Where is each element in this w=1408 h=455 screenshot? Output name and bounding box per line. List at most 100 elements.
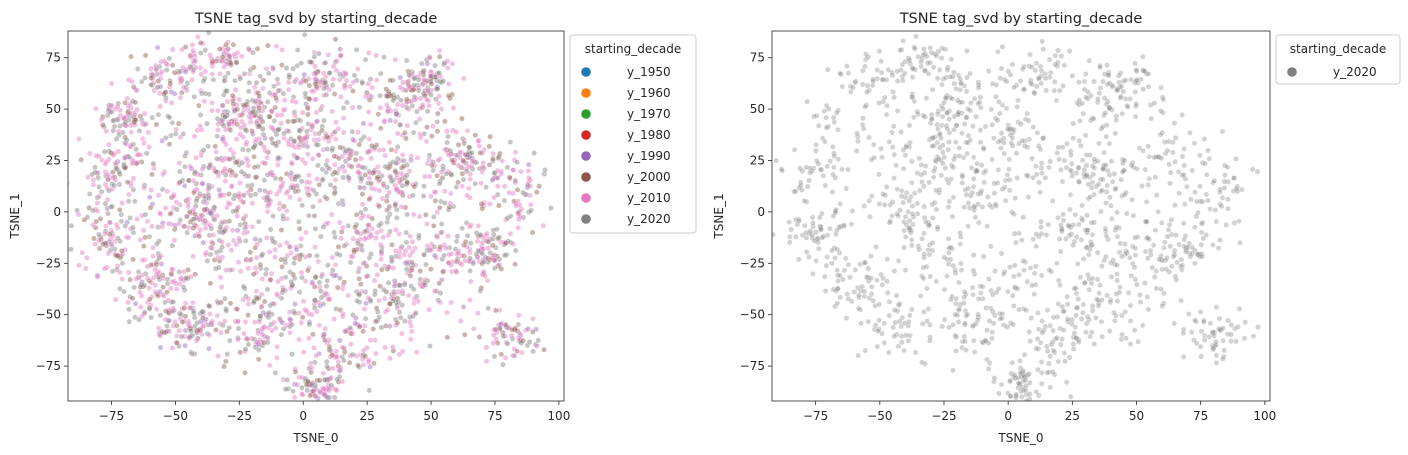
point-y_2020 [933, 206, 940, 213]
point-y_2010 [121, 115, 127, 121]
point-y_2020 [1081, 86, 1088, 93]
point-y_2020 [927, 273, 934, 280]
point-y_2010 [181, 268, 187, 275]
point-y_2000 [212, 143, 218, 150]
point-y_2010 [209, 107, 215, 114]
point-y_2020 [1035, 366, 1041, 373]
point-y_2020 [935, 156, 942, 162]
point-y_2020 [1054, 314, 1061, 320]
point-y_2000 [331, 153, 338, 159]
point-y_1990 [234, 227, 241, 234]
point-y_2020 [884, 102, 890, 109]
point-y_2010 [279, 47, 285, 53]
point-y_2020 [1007, 72, 1014, 78]
point-y_2020 [953, 300, 959, 307]
point-y_2020 [902, 213, 909, 220]
point-y_2020 [916, 246, 923, 253]
point-y_2020 [311, 297, 318, 303]
point-y_2010 [468, 163, 475, 170]
point-y_2020 [1085, 271, 1091, 278]
point-y_2020 [1146, 175, 1152, 182]
point-y_2020 [368, 251, 374, 257]
point-y_2010 [146, 285, 152, 291]
point-y_2020 [947, 256, 954, 263]
point-y_2020 [890, 324, 897, 331]
point-y_2020 [424, 247, 431, 254]
point-y_2020 [902, 152, 909, 158]
point-y_2020 [406, 72, 412, 78]
point-y_2020 [280, 287, 287, 293]
point-y_2020 [130, 141, 137, 148]
point-y_2020 [424, 108, 431, 114]
point-y_2010 [303, 179, 310, 185]
point-y_2020 [1182, 201, 1188, 207]
point-y_2020 [1058, 222, 1064, 228]
point-y_2010 [320, 370, 327, 377]
point-y_2000 [371, 360, 377, 367]
point-y_2020 [299, 202, 306, 209]
point-y_1990 [199, 180, 206, 187]
point-y_2020 [963, 347, 969, 353]
point-y_2010 [263, 235, 270, 241]
point-y_2020 [188, 328, 194, 335]
point-y_2000 [181, 305, 188, 311]
point-y_2020 [818, 226, 824, 233]
point-y_2020 [467, 268, 473, 274]
point-y_2020 [1032, 263, 1039, 270]
point-y_2020 [500, 333, 507, 339]
point-y_2010 [199, 216, 206, 223]
point-y_2020 [950, 321, 956, 328]
point-y_2010 [421, 77, 428, 84]
point-y_2020 [321, 117, 327, 124]
point-y_2020 [377, 92, 383, 99]
point-y_2020 [490, 231, 497, 238]
point-y_2010 [227, 146, 234, 153]
point-y_2020 [215, 264, 222, 271]
point-y_2020 [997, 75, 1004, 81]
point-y_2010 [201, 207, 208, 213]
point-y_2020 [870, 297, 876, 304]
point-y_2020 [813, 229, 819, 235]
point-y_2010 [448, 250, 455, 257]
point-y_2020 [1122, 77, 1129, 83]
point-y_2020 [342, 158, 349, 165]
point-y_2020 [253, 79, 260, 86]
point-y_2020 [1083, 94, 1089, 101]
point-y_2020 [1009, 209, 1015, 215]
point-y_2020 [207, 251, 214, 258]
point-y_2020 [796, 256, 802, 263]
y-axis-label: TSNE_1 [712, 193, 726, 239]
point-y_2010 [346, 177, 352, 183]
point-y_2020 [316, 130, 322, 137]
point-y_2020 [294, 47, 301, 53]
point-y_2020 [1134, 77, 1140, 83]
point-y_2020 [441, 252, 447, 259]
point-y_2020 [1080, 110, 1087, 117]
point-y_2020 [384, 214, 391, 221]
point-y_2000 [227, 60, 234, 67]
point-y_2000 [296, 225, 303, 232]
point-y_2020 [1077, 118, 1083, 124]
point-y_2010 [140, 227, 147, 234]
point-y_2020 [1118, 176, 1124, 183]
point-y_2000 [313, 83, 320, 90]
point-y_2020 [531, 150, 538, 156]
point-y_2020 [205, 182, 212, 188]
point-y_2020 [318, 400, 322, 401]
point-y_2010 [152, 266, 158, 273]
point-y_2020 [833, 109, 840, 116]
point-y_2010 [492, 326, 499, 333]
point-y_2010 [373, 262, 380, 269]
point-y_2020 [889, 129, 895, 136]
point-y_2010 [328, 211, 335, 218]
point-y_2020 [1211, 333, 1217, 339]
point-y_2020 [1118, 336, 1125, 343]
point-y_2020 [159, 186, 166, 193]
point-y_2000 [175, 120, 182, 127]
point-y_2020 [982, 338, 989, 344]
point-y_2000 [449, 157, 455, 163]
point-y_2020 [973, 113, 979, 120]
point-y_2020 [430, 167, 437, 174]
point-y_2020 [992, 201, 999, 207]
point-y_2020 [464, 232, 471, 239]
